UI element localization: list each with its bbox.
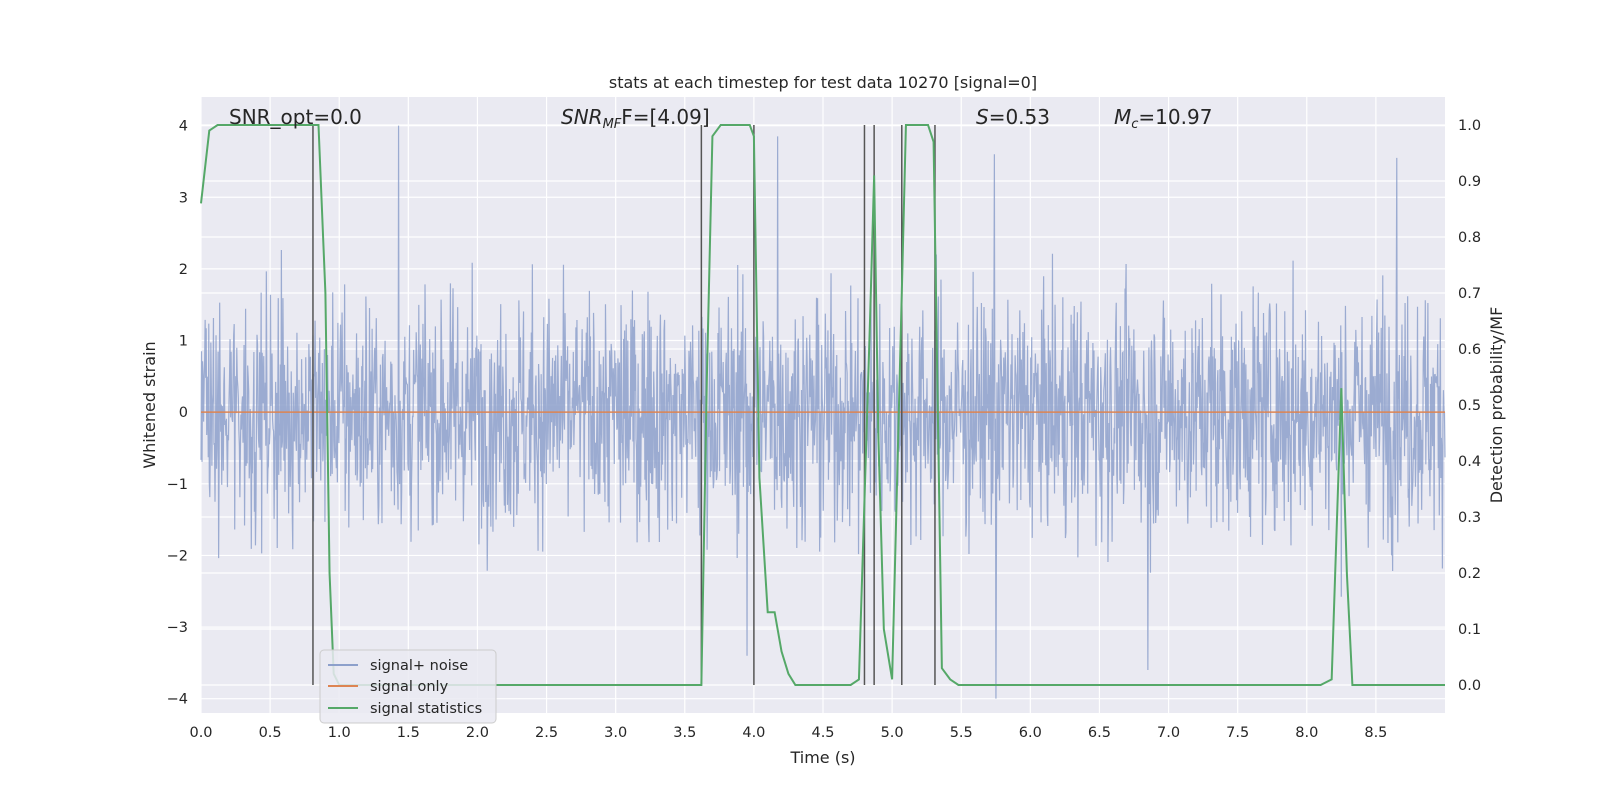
y-tick-label: 1 bbox=[179, 334, 188, 350]
x-tick-label: 8.5 bbox=[1364, 725, 1387, 741]
y2-tick-label: 0.4 bbox=[1458, 454, 1481, 470]
tick-labels: 0.0 0.5 1.0 1.5 2.0 2.5 3.0 3.5 4.0 4.5 5.0 5.5 6.0 6… bbox=[167, 118, 1481, 741]
x-tick-label: 5.0 bbox=[881, 725, 904, 741]
legend-label-statistics: signal statistics bbox=[370, 701, 482, 717]
noise-line bbox=[200, 125, 1446, 699]
annotation-snr-mf-rest: F=[4.09] bbox=[621, 105, 709, 129]
y2-tick-label: 0.2 bbox=[1458, 566, 1481, 582]
annotation-snr-opt: SNR_opt=0.0 bbox=[229, 105, 362, 129]
y-tick-label: −1 bbox=[167, 477, 188, 493]
vertical-lines bbox=[312, 125, 936, 685]
x-tick-label: 6.5 bbox=[1088, 725, 1111, 741]
annotation-s: S=0.53 bbox=[976, 105, 1050, 129]
legend-label-signal-only: signal only bbox=[370, 679, 449, 695]
annotation-s-value: =0.53 bbox=[989, 105, 1050, 129]
annotation-snr-mf-main: SNR bbox=[561, 105, 603, 129]
annotation-mc-label: M bbox=[1114, 105, 1131, 129]
noise-series bbox=[200, 125, 1446, 699]
y2-tick-label: 0.8 bbox=[1458, 230, 1481, 246]
x-tick-label: 0.5 bbox=[259, 725, 282, 741]
x-tick-label: 2.0 bbox=[466, 725, 489, 741]
y-tick-label: 2 bbox=[179, 262, 188, 278]
x-tick-label: 7.5 bbox=[1226, 725, 1249, 741]
legend: signal+ noise signal only signal statist… bbox=[319, 649, 497, 724]
x-tick-label: 1.0 bbox=[328, 725, 351, 741]
x-tick-label: 6.0 bbox=[1019, 725, 1042, 741]
x-tick-label: 4.5 bbox=[811, 725, 834, 741]
x-tick-label: 1.5 bbox=[397, 725, 420, 741]
annotation-mc: Mc=10.97 bbox=[1114, 105, 1212, 132]
y2-tick-label: 0.9 bbox=[1458, 174, 1481, 190]
x-tick-label: 3.0 bbox=[604, 725, 627, 741]
y2-tick-label: 1.0 bbox=[1458, 118, 1481, 134]
annotation-mc-sub: c bbox=[1131, 117, 1138, 132]
y-tick-label: 0 bbox=[179, 405, 188, 421]
y-axis-title: Whitened strain bbox=[140, 341, 159, 468]
y2-tick-label: 0.1 bbox=[1458, 622, 1481, 638]
x-axis-title: Time (s) bbox=[789, 748, 855, 767]
y2-tick-label: 0.0 bbox=[1458, 678, 1481, 694]
x-tick-label: 4.0 bbox=[742, 725, 765, 741]
y2-tick-label: 0.3 bbox=[1458, 510, 1481, 526]
y2-tick-label: 0.6 bbox=[1458, 342, 1481, 358]
y-tick-label: −4 bbox=[167, 692, 188, 708]
x-tick-label: 7.0 bbox=[1157, 725, 1180, 741]
y-tick-label: 3 bbox=[179, 190, 188, 206]
x-tick-label: 0.0 bbox=[189, 725, 212, 741]
x-tick-label: 2.5 bbox=[535, 725, 558, 741]
y-tick-label: −2 bbox=[167, 548, 188, 564]
y2-tick-label: 0.5 bbox=[1458, 398, 1481, 414]
y2-axis-title: Detection probability/MF bbox=[1487, 307, 1506, 504]
annotation-snr-mf-sub: MF bbox=[603, 117, 622, 132]
y-tick-label: 4 bbox=[179, 119, 188, 135]
annotation-s-label: S bbox=[976, 105, 989, 129]
annotation-mc-value: =10.97 bbox=[1138, 105, 1212, 129]
y2-tick-label: 0.7 bbox=[1458, 286, 1481, 302]
annotation-snr-mf: SNRMFF=[4.09] bbox=[561, 105, 710, 132]
x-tick-label: 5.5 bbox=[950, 725, 973, 741]
legend-box bbox=[319, 649, 497, 724]
y-tick-label: −3 bbox=[167, 620, 188, 636]
legend-label-noise: signal+ noise bbox=[370, 658, 468, 674]
chart-title: stats at each timestep for test data 102… bbox=[609, 73, 1037, 92]
x-tick-label: 3.5 bbox=[673, 725, 696, 741]
x-tick-label: 8.0 bbox=[1295, 725, 1318, 741]
